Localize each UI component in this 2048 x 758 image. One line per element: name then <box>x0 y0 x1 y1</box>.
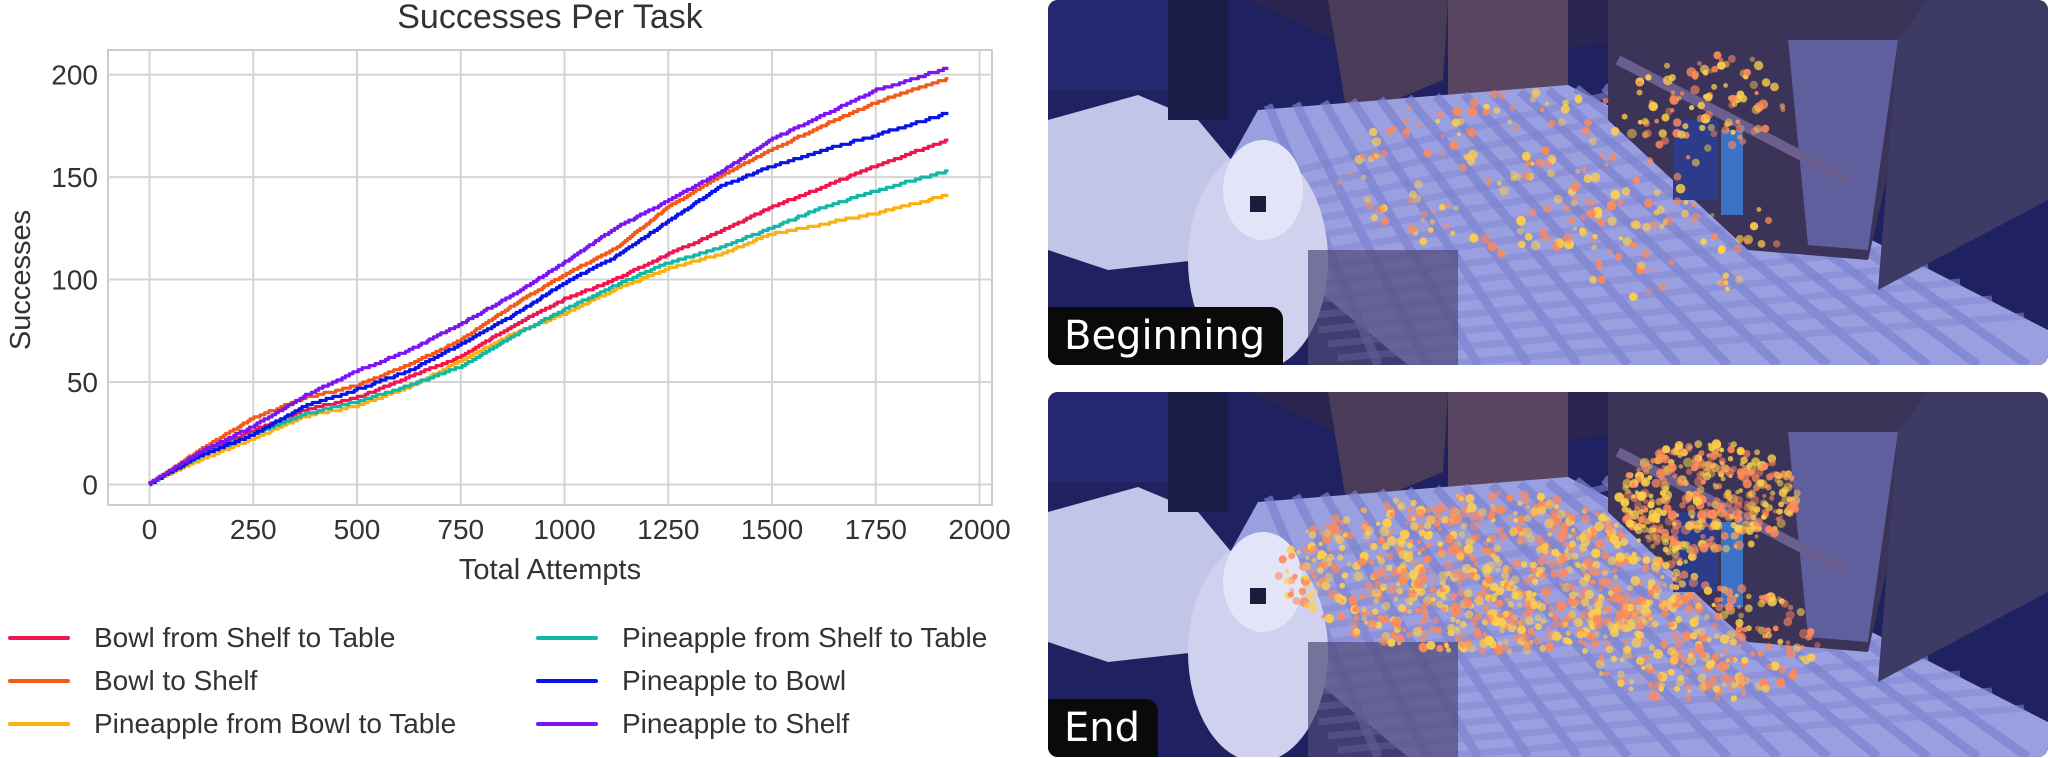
x-tick-label: 1000 <box>533 514 595 545</box>
legend-swatch <box>536 636 598 640</box>
y-tick-label: 100 <box>51 265 98 296</box>
legend-item: Bowl from Shelf to Table <box>8 618 395 658</box>
line-chart: Successes Per Task 0 250 500 750 1000 1250 150… <box>5 0 1011 586</box>
series-line-3 <box>148 169 949 487</box>
series-line-4 <box>149 111 949 487</box>
x-tick-label: 1500 <box>741 514 803 545</box>
legend-label: Pineapple to Bowl <box>622 665 847 696</box>
legend-swatch <box>536 722 598 726</box>
series-line-1 <box>148 77 949 487</box>
legend-label: Bowl from Shelf to Table <box>94 622 396 653</box>
legend-swatch <box>8 722 70 726</box>
series-line-0 <box>148 138 949 487</box>
legend-item: Pineapple from Bowl to Table <box>8 704 456 744</box>
y-tick-labels: 0 50 100 150 200 <box>51 60 98 501</box>
legend-label: Pineapple from Bowl to Table <box>94 708 457 739</box>
series-line-2 <box>148 193 949 487</box>
legend-swatch <box>8 679 70 683</box>
legend-item: Pineapple from Shelf to Table <box>536 618 987 658</box>
x-axis-label: Total Attempts <box>459 554 641 586</box>
chart-title: Successes Per Task <box>397 0 704 36</box>
legend-item: Pineapple to Bowl <box>536 661 846 701</box>
heatmap-beginning-panel: Beginning <box>1048 0 2048 365</box>
y-tick-label: 0 <box>82 470 98 501</box>
legend-item: Pineapple to Shelf <box>536 704 849 744</box>
robot-scene-image <box>1048 392 2048 757</box>
x-tick-label: 250 <box>230 514 277 545</box>
legend-label: Bowl to Shelf <box>94 665 258 696</box>
x-tick-label: 0 <box>142 514 158 545</box>
x-tick-label: 750 <box>437 514 484 545</box>
series-lines <box>148 66 949 487</box>
x-tick-label: 2000 <box>948 514 1010 545</box>
gridlines <box>108 50 992 505</box>
series-line-5 <box>148 66 949 487</box>
y-tick-label: 150 <box>51 162 98 193</box>
legend-swatch <box>8 636 70 640</box>
y-tick-label: 50 <box>67 367 98 398</box>
legend-swatch <box>536 679 598 683</box>
x-tick-labels: 0 250 500 750 1000 1250 1500 1750 2000 <box>142 514 1011 545</box>
x-tick-label: 1750 <box>845 514 907 545</box>
chart-legend: Bowl from Shelf to Table Bowl to Shelf Pin… <box>8 618 1038 754</box>
y-tick-label: 200 <box>51 60 98 91</box>
heatmap-end-panel: End <box>1048 392 2048 757</box>
legend-label: Pineapple from Shelf to Table <box>622 622 988 653</box>
x-tick-label: 1250 <box>637 514 699 545</box>
y-axis-label: Successes <box>5 210 37 350</box>
legend-label: Pineapple to Shelf <box>622 708 850 739</box>
panel-caption-end: End <box>1048 699 1159 757</box>
robot-scene-image <box>1048 0 2048 365</box>
panel-caption-beginning: Beginning <box>1048 307 1284 365</box>
x-tick-label: 500 <box>334 514 381 545</box>
legend-item: Bowl to Shelf <box>8 661 257 701</box>
